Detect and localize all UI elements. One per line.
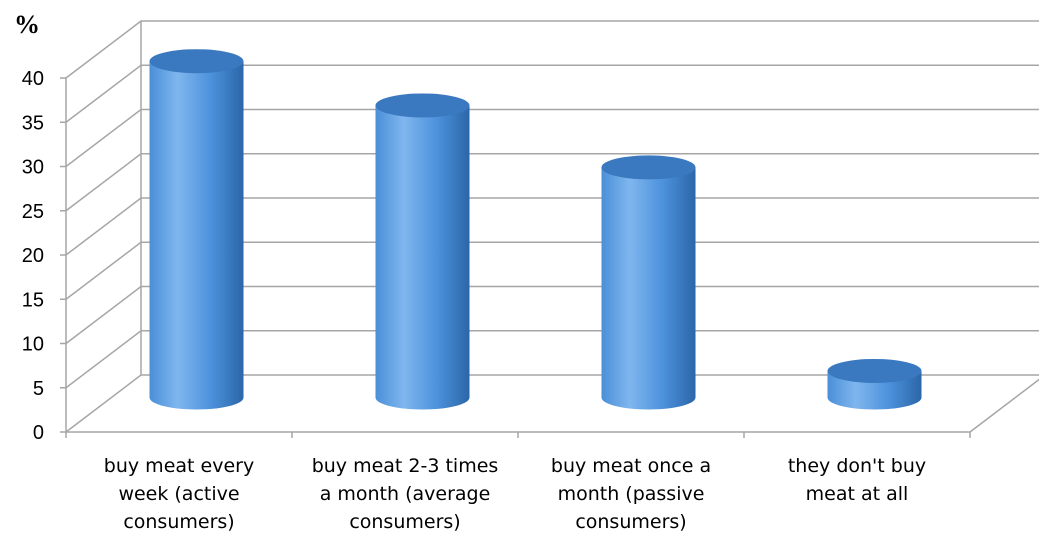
y-tick-label: 0	[33, 422, 44, 444]
gridline	[65, 153, 1039, 212]
gridline	[65, 108, 1039, 168]
x-tick-label: buy meat every week (active consumers)	[103, 455, 255, 533]
gridline	[65, 241, 1039, 300]
x-tick-label: buy meat 2-3 times a month (average cons…	[311, 455, 499, 533]
x-tick-label: they don't buy meat at all	[787, 455, 927, 505]
x-tick-label: buy meat once a month (passive consumers…	[550, 455, 712, 533]
bar-top	[601, 155, 696, 180]
bar-top	[375, 93, 470, 118]
floor-right-edge	[969, 378, 1039, 433]
y-tick-label: 40	[22, 68, 44, 90]
y-tick-label: 25	[22, 201, 44, 223]
y-tick-label: 20	[22, 245, 44, 267]
gridline	[65, 20, 1039, 79]
y-tick-label: 35	[22, 112, 44, 134]
y-axis-label: %	[14, 10, 40, 39]
bar	[827, 358, 922, 410]
bar-body	[375, 105, 470, 410]
bar-body	[601, 167, 696, 410]
bar	[601, 155, 696, 410]
y-tick-label: 30	[22, 157, 44, 179]
bar	[375, 93, 470, 410]
gridline	[65, 330, 1039, 389]
bar	[149, 49, 244, 410]
gridline	[65, 285, 1039, 345]
gridline	[65, 374, 1039, 433]
y-tick-label: 10	[22, 334, 44, 356]
gridline	[65, 64, 1039, 123]
gridline	[65, 197, 1039, 256]
y-tick-label: 15	[22, 289, 44, 311]
bar-top	[149, 49, 244, 74]
y-tick-label: 5	[33, 378, 44, 400]
bar-body	[149, 61, 244, 410]
bar-top	[827, 358, 922, 383]
